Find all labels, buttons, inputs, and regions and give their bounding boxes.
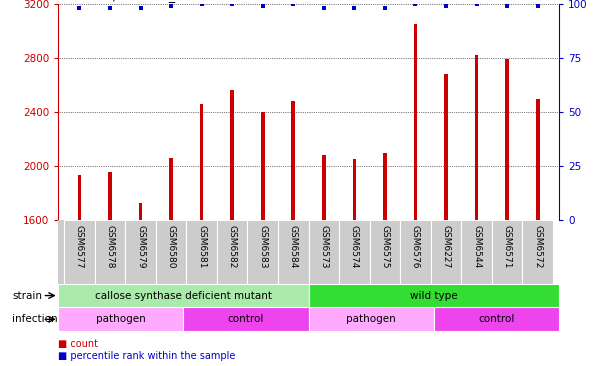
Bar	[309, 284, 559, 307]
Bar	[505, 59, 509, 366]
Text: pathogen: pathogen	[346, 314, 396, 324]
Text: infection: infection	[12, 314, 58, 324]
Text: GSM6572: GSM6572	[533, 225, 542, 268]
Bar	[217, 220, 247, 284]
Bar	[108, 172, 112, 366]
Text: GSM6573: GSM6573	[320, 225, 328, 268]
Text: GSM6578: GSM6578	[106, 225, 114, 268]
Bar	[186, 220, 217, 284]
Bar	[58, 284, 309, 307]
Text: GSM6577: GSM6577	[75, 225, 84, 268]
Bar	[461, 220, 492, 284]
Text: ■ percentile rank within the sample: ■ percentile rank within the sample	[58, 351, 235, 361]
Text: control: control	[228, 314, 264, 324]
Bar	[58, 307, 183, 331]
Bar	[370, 220, 400, 284]
Bar	[183, 307, 309, 331]
Text: GSM6571: GSM6571	[503, 225, 511, 268]
Text: GSM6582: GSM6582	[228, 225, 236, 268]
Text: GSM6579: GSM6579	[136, 225, 145, 268]
Text: ■ count: ■ count	[58, 339, 98, 348]
Text: GSM6574: GSM6574	[350, 225, 359, 268]
Text: GSM6575: GSM6575	[381, 225, 389, 268]
Text: GSM6584: GSM6584	[289, 225, 298, 268]
Text: strain: strain	[12, 291, 42, 300]
Text: GSM6544: GSM6544	[472, 225, 481, 268]
Bar	[414, 24, 417, 366]
Bar	[431, 220, 461, 284]
Text: wild type: wild type	[410, 291, 458, 300]
Bar	[339, 220, 370, 284]
Bar	[139, 203, 142, 366]
Text: GSM6583: GSM6583	[258, 225, 267, 268]
Bar	[125, 220, 156, 284]
Bar	[322, 155, 326, 366]
Bar	[353, 159, 356, 366]
Bar	[95, 220, 125, 284]
Bar	[536, 100, 540, 366]
Bar	[522, 220, 553, 284]
Bar	[383, 153, 387, 366]
Text: callose synthase deficient mutant: callose synthase deficient mutant	[95, 291, 272, 300]
Bar	[200, 104, 203, 366]
Bar	[309, 220, 339, 284]
Text: GDS417 / 262980_at: GDS417 / 262980_at	[58, 0, 188, 3]
Bar	[169, 157, 173, 366]
Bar	[444, 74, 448, 366]
Bar	[492, 220, 522, 284]
Bar	[261, 112, 265, 366]
Text: control: control	[478, 314, 514, 324]
Bar	[475, 55, 478, 366]
Bar	[247, 220, 278, 284]
Bar	[230, 90, 234, 366]
Bar	[400, 220, 431, 284]
Bar	[278, 220, 309, 284]
Text: GSM6576: GSM6576	[411, 225, 420, 268]
Bar	[78, 175, 81, 366]
Text: GSM6581: GSM6581	[197, 225, 206, 268]
Bar	[434, 307, 559, 331]
Bar	[156, 220, 186, 284]
Text: GSM6580: GSM6580	[167, 225, 175, 268]
Bar	[64, 220, 95, 284]
Text: GSM6227: GSM6227	[442, 225, 450, 268]
Bar	[291, 101, 295, 366]
Text: pathogen: pathogen	[96, 314, 145, 324]
Bar	[309, 307, 434, 331]
